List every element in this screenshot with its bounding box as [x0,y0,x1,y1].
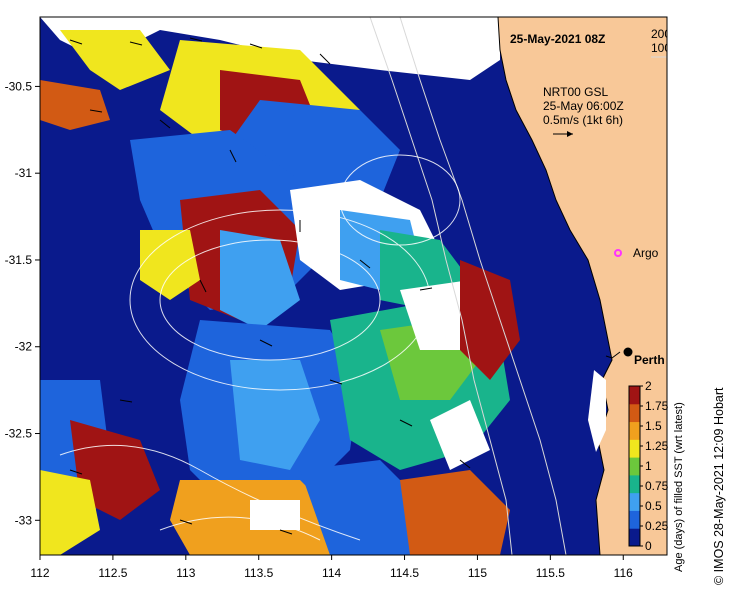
colorbar-swatch [629,492,640,511]
sst-age-field [40,17,560,555]
current-source: NRT00 GSL [543,85,608,99]
y-tick-label: -30.5 [5,79,33,93]
colorbar-title: Age (days) of filled SST (wrt latest) [673,402,685,572]
plot-frame [39,16,668,556]
x-tick-label: 112.5 [98,566,127,580]
y-tick-label: -31 [15,166,33,180]
y-tick-label: -31.5 [5,253,33,267]
x-axis: 112 112.5 113 113.5 114 114.5 115 115.5 116 [30,555,633,580]
colorbar-tick-label: 1 [645,459,652,473]
credit-label: © IMOS 28-May-2021 12:09 Hobart [712,387,726,586]
colorbar-swatch [629,386,640,405]
map-plot-area: Perth Argo 25-May-2021 08Z 200m 1000m NR… [40,17,688,555]
colorbar-tick-label: 0.25 [645,519,669,533]
land [497,17,667,555]
x-tick-label: 115 [468,566,487,580]
y-tick-label: -32 [15,340,33,354]
colorbar-swatch [629,528,640,547]
colorbar-tick-label: 1.25 [645,439,669,453]
x-tick-label: 112 [30,566,49,580]
cloud-over-coast [588,370,606,452]
colorbar-tick-label: 0 [645,539,652,553]
current-scale: 0.5m/s (1kt 6h) [543,113,623,127]
streamlines [59,154,461,541]
current-time: 25-May 06:00Z [543,99,624,113]
argo-float-icon [614,249,622,257]
colorbar-swatch [629,474,640,494]
x-tick-label: 116 [614,566,633,580]
colorbar: 0 0.25 0.5 0.75 1 1.25 1.5 1.75 2 [628,379,669,553]
x-tick-label: 115.5 [536,566,565,580]
isobath-label-200: 200m [651,27,681,41]
colorbar-swatch [629,439,640,458]
x-tick-label: 114.5 [390,566,419,580]
colorbar-tick-label: 1.75 [645,399,669,413]
isobaths [369,17,567,555]
colorbar-swatch [629,457,640,476]
current-vectors [69,37,471,535]
x-tick-label: 114 [322,566,341,580]
isobath-label-1000: 1000m [651,41,688,55]
colorbar-swatch [629,403,640,423]
y-axis: -30.5 -31 -31.5 -32 -32.5 -33 [5,79,40,527]
current-scale-arrow [553,131,573,137]
place-perth: Perth [605,347,665,367]
perth-marker [623,347,633,357]
perth-label: Perth [634,353,665,367]
date-label: 25-May-2021 08Z [510,32,605,46]
colorbar-tick-label: 1.5 [645,419,662,433]
x-tick-label: 113.5 [244,566,273,580]
place-argo: Argo [614,246,659,260]
y-tick-label: -32.5 [5,427,33,441]
argo-label: Argo [633,246,659,260]
colorbar-tick-label: 0.5 [645,499,662,513]
y-tick-label: -33 [15,513,33,527]
colorbar-tick-label: 0.75 [645,479,669,493]
colorbar-swatch [629,510,640,529]
x-tick-label: 113 [176,566,195,580]
colorbar-tick-label: 2 [645,379,652,393]
colorbar-swatch [629,421,640,440]
